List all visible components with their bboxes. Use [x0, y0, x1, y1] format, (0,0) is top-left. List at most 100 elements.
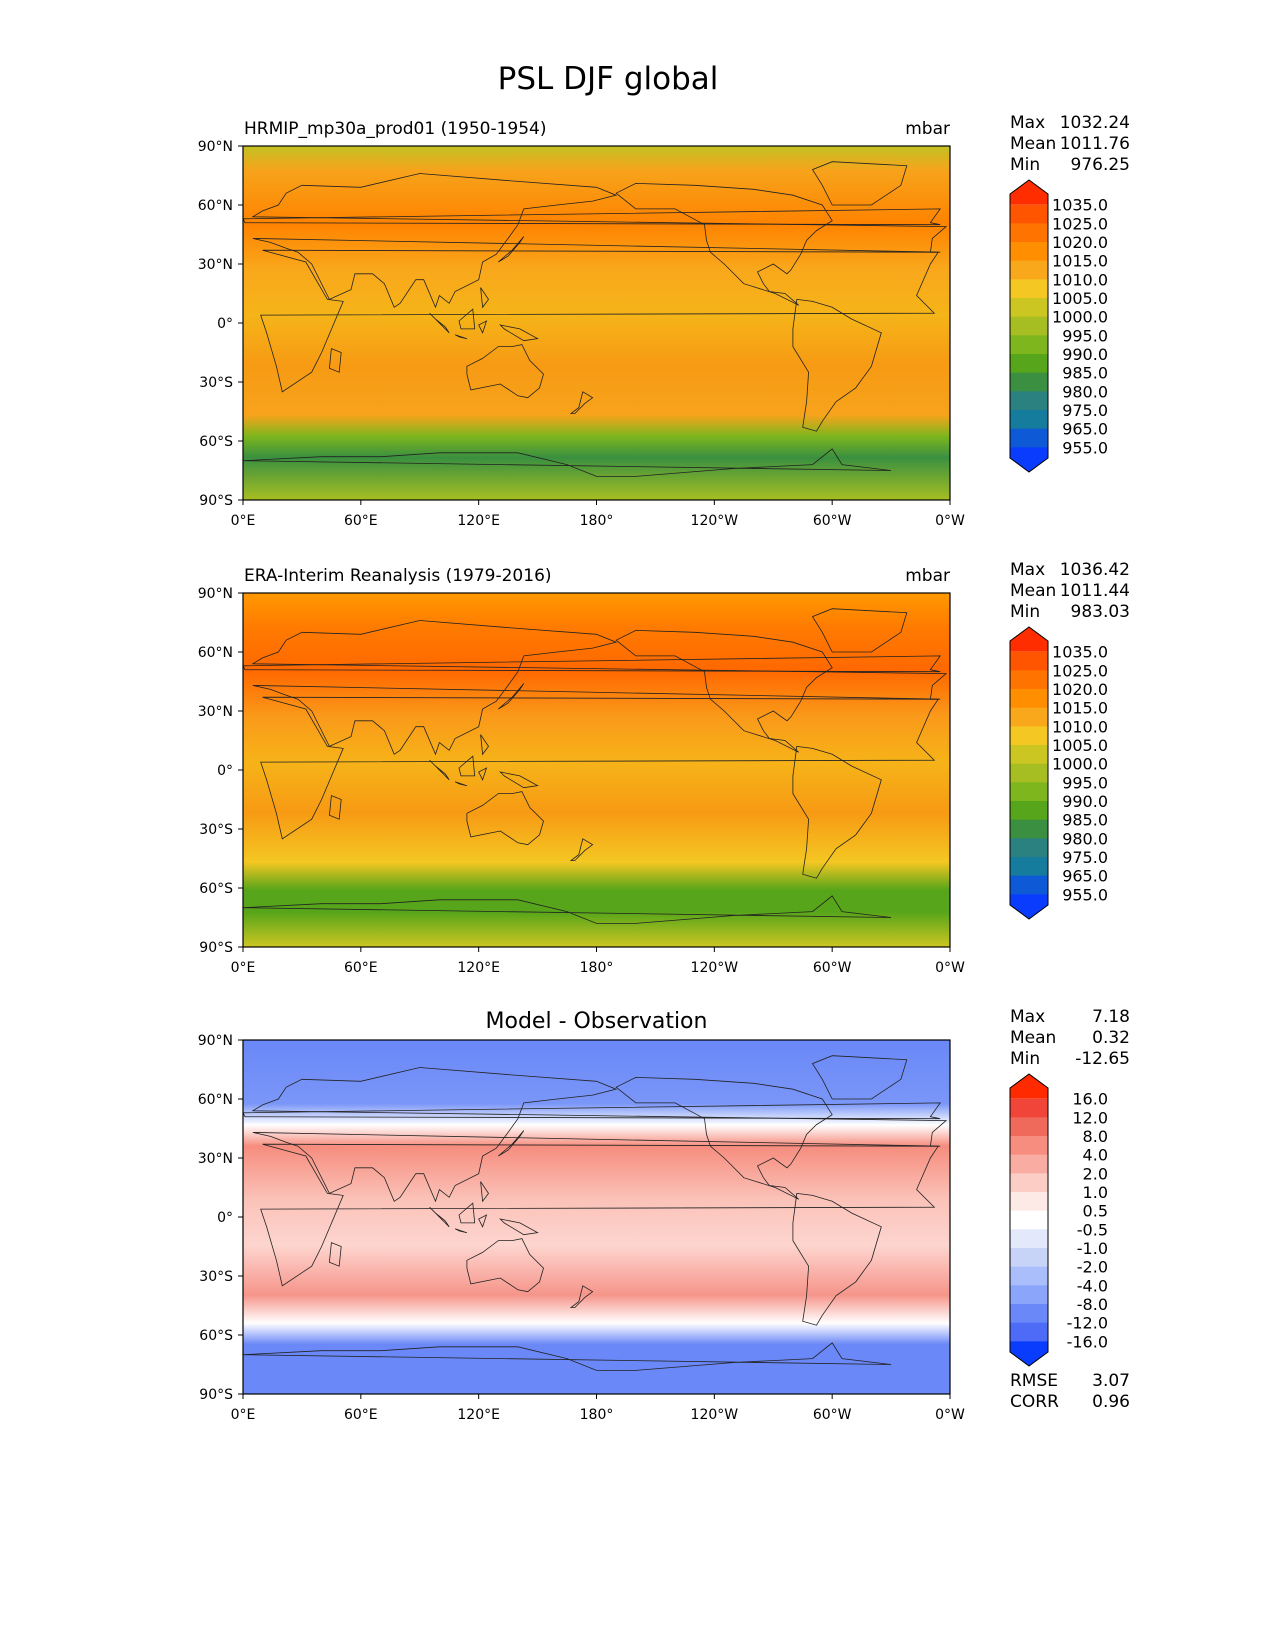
- colorbar-extend-bottom: [1010, 447, 1048, 472]
- stat-label-max: Max: [1010, 560, 1045, 580]
- stat-label-min: Min: [1010, 155, 1040, 175]
- y-tick-label: 90°N: [198, 586, 233, 602]
- y-tick-label: 60°N: [198, 1092, 233, 1108]
- x-tick-label: 120°W: [691, 513, 739, 529]
- y-tick-label: 30°S: [199, 1269, 233, 1285]
- coastline: [328, 348, 342, 373]
- coastlines: [243, 1055, 948, 1371]
- coastline: [454, 1228, 468, 1234]
- colorbar-level-label: 980.0: [1062, 382, 1108, 401]
- coastline: [429, 759, 450, 781]
- colorbar-level-label: 995.0: [1062, 773, 1108, 792]
- stat-label-max: Max: [1010, 1007, 1045, 1027]
- coastline: [454, 781, 468, 787]
- colorbar-level-label: 975.0: [1062, 401, 1108, 420]
- colorbar-level-label: 8.0: [1083, 1127, 1108, 1146]
- colorbar-segment: [1010, 1266, 1048, 1286]
- y-tick-label: 0°: [217, 763, 233, 779]
- colorbar-segment: [1010, 838, 1048, 858]
- y-tick-label: 30°N: [198, 1151, 233, 1167]
- colorbar-outline: [1009, 626, 1049, 920]
- coastline: [243, 208, 941, 226]
- coastline: [260, 249, 939, 393]
- y-tick-label: 90°S: [199, 940, 233, 956]
- colorbar-level-label: 1010.0: [1052, 717, 1108, 736]
- colorbar-level-label: 990.0: [1062, 792, 1108, 811]
- coastline: [498, 683, 525, 710]
- y-tick-label: 30°S: [199, 822, 233, 838]
- y-tick-label: 90°N: [198, 139, 233, 155]
- coastline: [811, 608, 908, 653]
- colorbar-level-label: 1025.0: [1052, 661, 1108, 680]
- colorbar-level-label: 955.0: [1062, 438, 1108, 457]
- colorbar-level-label: 955.0: [1062, 885, 1108, 904]
- colorbar-segment: [1010, 260, 1048, 280]
- coastline: [498, 236, 525, 263]
- coastline: [243, 655, 941, 673]
- stat-value-mean: 1011.44: [1060, 581, 1130, 601]
- coastline: [478, 1214, 488, 1228]
- stat-value-min: 976.25: [1071, 155, 1130, 175]
- coastline: [499, 324, 539, 342]
- stat-label-mean: Mean: [1010, 134, 1056, 154]
- colorbar-segment: [1010, 1192, 1048, 1212]
- colorbar-level-label: -16.0: [1067, 1332, 1108, 1351]
- colorbar-level-label: -2.0: [1077, 1258, 1108, 1277]
- x-tick-label: 0°W: [935, 513, 965, 529]
- colorbar-outline: [1009, 1073, 1049, 1367]
- map-panel-2: ERA-Interim Reanalysis (1979-2016) mbar 0°…: [198, 560, 1130, 976]
- colorbar-segment: [1010, 857, 1048, 877]
- colorbar-segment: [1010, 298, 1048, 318]
- coastline: [466, 791, 544, 846]
- stat-value-mean: 0.32: [1092, 1028, 1130, 1048]
- coastline: [328, 1242, 342, 1267]
- colorbar-level-label: 1035.0: [1052, 643, 1108, 662]
- coastline: [260, 696, 939, 840]
- coastline: [243, 448, 892, 477]
- coastline: [458, 1202, 476, 1224]
- colorbar-level-label: 16.0: [1072, 1090, 1108, 1109]
- coastline: [792, 298, 882, 432]
- colorbar-level-label: 990.0: [1062, 345, 1108, 364]
- coastline: [792, 745, 882, 879]
- rmse-value: 3.07: [1092, 1371, 1130, 1391]
- coastline: [251, 1067, 948, 1203]
- x-tick-label: 120°E: [457, 960, 500, 976]
- coastline: [811, 161, 908, 206]
- colorbar-level-label: -4.0: [1077, 1276, 1108, 1295]
- colorbar-segment: [1010, 1229, 1048, 1249]
- colorbar-level-label: 965.0: [1062, 867, 1108, 886]
- corr-value: 0.96: [1092, 1392, 1130, 1412]
- figure-title: PSL DJF global: [498, 61, 719, 97]
- coastline: [251, 620, 948, 756]
- colorbar-segment: [1010, 242, 1048, 262]
- x-tick-label: 60°W: [813, 513, 852, 529]
- colorbar-segment: [1010, 204, 1048, 224]
- coastline: [466, 1238, 544, 1293]
- units-label: mbar: [905, 566, 950, 586]
- x-tick-label: 180°: [580, 1407, 614, 1423]
- x-tick-label: 60°E: [344, 1407, 378, 1423]
- coastline: [478, 767, 488, 781]
- colorbar-segment: [1010, 875, 1048, 895]
- colorbar-segment: [1010, 1173, 1048, 1193]
- colorbar-segment: [1010, 726, 1048, 746]
- colorbar-level-label: 985.0: [1062, 811, 1108, 830]
- colorbar-segment: [1010, 354, 1048, 374]
- colorbar-segment: [1010, 782, 1048, 802]
- colorbar-segment: [1010, 707, 1048, 727]
- colorbar-segment: [1010, 391, 1048, 411]
- coastline: [615, 182, 833, 306]
- x-tick-label: 0°W: [935, 1407, 965, 1423]
- y-tick-label: 0°: [217, 1210, 233, 1226]
- y-tick-label: 0°: [217, 316, 233, 332]
- units-label: mbar: [905, 119, 950, 139]
- colorbar-segment: [1010, 651, 1048, 671]
- stat-value-max: 1032.24: [1060, 113, 1130, 133]
- colorbar-segment: [1010, 1304, 1048, 1324]
- field-1: [243, 146, 950, 500]
- coastline: [480, 734, 489, 756]
- colorbar-segment: [1010, 689, 1048, 709]
- colorbar-segment: [1010, 372, 1048, 392]
- coastline: [458, 308, 476, 330]
